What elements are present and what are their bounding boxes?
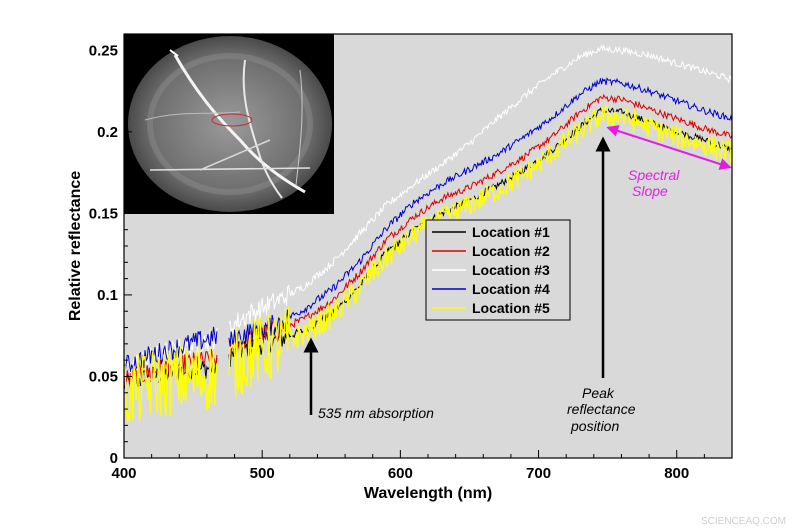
- series-line-location-4: [228, 77, 732, 349]
- y-tick-label: 0: [110, 450, 118, 467]
- slope-label-line2: Slope: [632, 183, 668, 199]
- x-tick-label: 600: [388, 465, 413, 482]
- legend-label-location-4: Location #4: [472, 281, 550, 297]
- series-line-location-5: [124, 346, 218, 423]
- absorption-label: 535 nm absorption: [318, 405, 434, 421]
- inset-photo: [124, 34, 334, 214]
- x-tick-label: 500: [250, 465, 275, 482]
- legend-label-location-1: Location #1: [472, 224, 550, 240]
- legend: Location #1 Location #2 Location #3 Locatio…: [425, 219, 571, 321]
- series-line-location-4: [124, 326, 218, 374]
- y-tick-label: 0.2: [97, 124, 118, 141]
- peak-label-line1: Peak: [582, 385, 615, 401]
- y-tick-label: 0.1: [97, 287, 118, 304]
- y-tick-label: 0.25: [89, 42, 118, 59]
- annotations: 535 nm absorption Peak reflectance posit…: [303, 125, 732, 434]
- legend-label-location-5: Location #5: [472, 300, 550, 316]
- legend-label-location-3: Location #3: [472, 262, 550, 278]
- series-line-location-3: [228, 43, 732, 335]
- x-tick-label: 800: [664, 465, 689, 482]
- y-axis-title: Relative reflectance: [67, 171, 84, 321]
- legend-label-location-2: Location #2: [472, 243, 550, 259]
- x-tick-label: 400: [111, 465, 136, 482]
- y-tick-label: 0.05: [89, 368, 118, 385]
- peak-label-line3: position: [570, 418, 619, 434]
- peak-label-line2: reflectance: [567, 401, 636, 417]
- x-axis-title: Wavelength (nm): [364, 485, 492, 502]
- watermark: SCIENCEAQ.COM: [701, 516, 786, 527]
- x-axis: 400 500 600 700 800: [111, 450, 733, 482]
- y-axis: 0 0.05 0.1 0.15 0.2 0.25: [89, 42, 132, 467]
- slope-arrow: [606, 125, 732, 170]
- series-line-location-2: [228, 93, 732, 357]
- y-tick-label: 0.15: [89, 205, 118, 222]
- x-tick-label: 700: [526, 465, 551, 482]
- slope-label-line1: Spectral: [628, 167, 680, 183]
